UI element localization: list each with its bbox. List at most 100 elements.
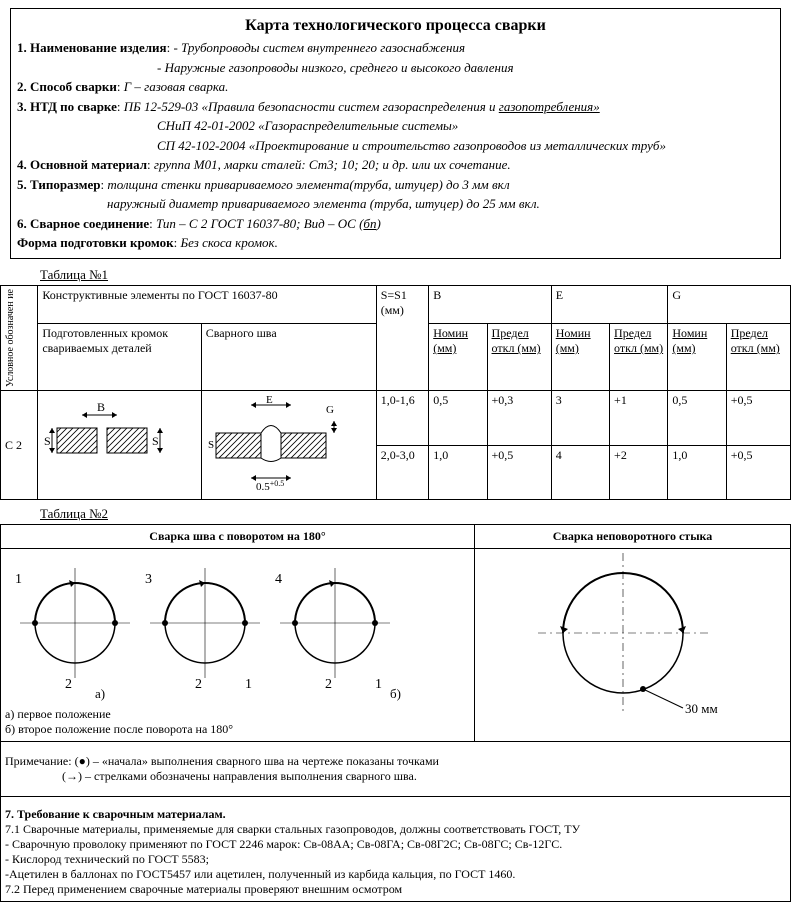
t1-E-n: Номин (мм) <box>551 324 609 391</box>
t1-h-E: Е <box>551 286 668 324</box>
svg-text:S: S <box>152 434 159 448</box>
row-5: 5. Типоразмер: толщина стенки приваривае… <box>17 176 774 194</box>
svg-text:B: B <box>97 400 105 414</box>
svg-text:б): б) <box>390 686 401 701</box>
t1-h-ss1: S=S1 (мм) <box>376 286 429 391</box>
svg-text:2: 2 <box>325 677 332 692</box>
sec7-p5: 7.2 Перед применением сварочные материал… <box>5 882 786 897</box>
row-6: 6. Сварное соединение: Тип – С 2 ГОСТ 16… <box>17 215 774 233</box>
text-1a: - Трубопроводы систем внутреннего газосн… <box>173 40 465 55</box>
t1-rowlabel: С 2 <box>1 391 38 500</box>
t1-h-G: G <box>668 286 791 324</box>
sec7-head: 7. Требование к сварочным материалам. <box>5 807 786 822</box>
svg-text:1: 1 <box>15 572 22 587</box>
table1-label: Таблица №1 <box>40 267 791 283</box>
svg-text:G: G <box>326 404 334 416</box>
t2-h2: Сварка неповоротного стыка <box>475 525 791 549</box>
row-1: 1. Наименование изделия: - Трубопроводы … <box>17 39 774 57</box>
svg-text:S: S <box>208 439 214 451</box>
t2-note-row: Примечание: (●) – «начала» выполнения св… <box>1 742 791 797</box>
text-4: группа М01, марки сталей: Ст3; 10; 20; и… <box>154 157 511 172</box>
text-7: Без скоса кромок. <box>180 235 277 250</box>
svg-text:30 мм: 30 мм <box>685 701 718 716</box>
t1-h-podg: Подготовленных кромок свариваемых детале… <box>38 324 201 391</box>
sec7-p1: 7.1 Сварочные материалы, применяемые для… <box>5 822 786 837</box>
t1-E-p: Предел откл (мм) <box>610 324 668 391</box>
t1-r1-ep: +1 <box>610 391 668 446</box>
text-3c: СП 42-102-2004 «Проектирование и строите… <box>157 137 774 155</box>
t1-r2-bn: 1,0 <box>429 445 487 500</box>
label-1: 1. Наименование изделия <box>17 40 167 55</box>
note-pre: Примечание: ( <box>5 754 79 768</box>
t1-r2-s: 2,0-3,0 <box>376 445 429 500</box>
t1-G-n: Номин (мм) <box>668 324 726 391</box>
row-7: Форма подготовки кромок: Без скоса кромо… <box>17 234 774 252</box>
svg-text:2: 2 <box>195 677 202 692</box>
t1-r1-en: 3 <box>551 391 609 446</box>
t1-r2-bp: +0,5 <box>487 445 551 500</box>
t1-rothead: Условное обозначен ие <box>5 288 16 388</box>
t2-cap-a: а) первое положение <box>5 707 470 722</box>
t1-r2-gp: +0,5 <box>726 445 790 500</box>
dot-icon: ● <box>79 754 86 768</box>
table2-label: Таблица №2 <box>40 506 791 522</box>
text-3a-link: газопотребления» <box>499 99 600 114</box>
text-3b: СНиП 42-01-2002 «Газораспределительные с… <box>157 117 774 135</box>
svg-text:0.5+0.5: 0.5+0.5 <box>256 479 284 493</box>
table-1: Условное обозначен ие Конструктивные эле… <box>0 285 791 500</box>
svg-text:а): а) <box>95 686 105 701</box>
svg-text:1: 1 <box>245 677 252 692</box>
page-title: Карта технологического процесса сварки <box>17 17 774 35</box>
t1-r2-gn: 1,0 <box>668 445 726 500</box>
sec7-cell: 7. Требование к сварочным материалам. 7.… <box>1 797 791 902</box>
t2-cell-right: 30 мм <box>475 549 791 742</box>
t1-diagram-weld: E G S 0.5+0.5 <box>201 391 376 500</box>
text-6a: Тип – С 2 ГОСТ 16037-80; Вид – ОС ( <box>156 216 363 231</box>
t1-diagram-prep: B S S <box>38 391 201 500</box>
t1-r2-ep: +2 <box>610 445 668 500</box>
t2-cap-b: б) второе положение после поворота на 18… <box>5 722 470 737</box>
label-2: 2. Способ сварки <box>17 79 117 94</box>
note-mid1: ) – «начала» выполнения сварного шва на … <box>86 754 439 768</box>
text-6u: бп <box>363 216 376 231</box>
label-4: 4. Основной материал <box>17 157 147 172</box>
label-6: 6. Сварное соединение <box>17 216 149 231</box>
note-arrow: (→) – стрелками обозначены направления в… <box>62 769 417 783</box>
t1-r1-gp: +0,5 <box>726 391 790 446</box>
label-7: Форма подготовки кромок <box>17 235 174 250</box>
row-4: 4. Основной материал: группа М01, марки … <box>17 156 774 174</box>
document-card: Карта технологического процесса сварки 1… <box>10 8 781 259</box>
sec7-p4: -Ацетилен в баллонах по ГОСТ5457 или аце… <box>5 867 786 882</box>
t1-r1-bn: 0,5 <box>429 391 487 446</box>
text-6b: ) <box>376 216 380 231</box>
text-5b: наружный диаметр привариваемого элемента… <box>107 195 774 213</box>
t1-h-shva: Сварного шва <box>201 324 376 391</box>
text-3a: ПБ 12-529-03 «Правила безопасности систе… <box>124 99 496 114</box>
t1-B-p: Предел откл (мм) <box>487 324 551 391</box>
svg-text:2: 2 <box>65 677 72 692</box>
label-5: 5. Типоразмер <box>17 177 100 192</box>
svg-text:E: E <box>266 394 273 406</box>
svg-text:3: 3 <box>145 572 152 587</box>
row-2: 2. Способ сварки: Г – газовая сварка. <box>17 78 774 96</box>
label-3: 3. НТД по сварке <box>17 99 117 114</box>
text-1b: - Наружные газопроводы низкого, среднего… <box>157 59 774 77</box>
t1-r1-s: 1,0-1,6 <box>376 391 429 446</box>
t1-r1-bp: +0,3 <box>487 391 551 446</box>
text-2: Г – газовая сварка. <box>124 79 229 94</box>
t2-h1: Сварка шва с поворотом на 180° <box>1 525 475 549</box>
t1-G-p: Предел откл (мм) <box>726 324 790 391</box>
t1-h-B: В <box>429 286 552 324</box>
svg-text:4: 4 <box>275 572 282 587</box>
sec7-p2: - Сварочную проволоку применяют по ГОСТ … <box>5 837 786 852</box>
svg-text:S: S <box>44 434 51 448</box>
sec7-p3: - Кислород технический по ГОСТ 5583; <box>5 852 786 867</box>
t2-cell-left: 1 2 а) 3 2 1 <box>1 549 475 742</box>
t1-h-konst: Конструктивные элементы по ГОСТ 16037-80 <box>38 286 376 324</box>
svg-text:1: 1 <box>375 677 382 692</box>
table-2: Сварка шва с поворотом на 180° Сварка не… <box>0 524 791 902</box>
t1-r1-gn: 0,5 <box>668 391 726 446</box>
row-3: 3. НТД по сварке: ПБ 12-529-03 «Правила … <box>17 98 774 116</box>
t1-B-n: Номин (мм) <box>429 324 487 391</box>
t1-r2-en: 4 <box>551 445 609 500</box>
